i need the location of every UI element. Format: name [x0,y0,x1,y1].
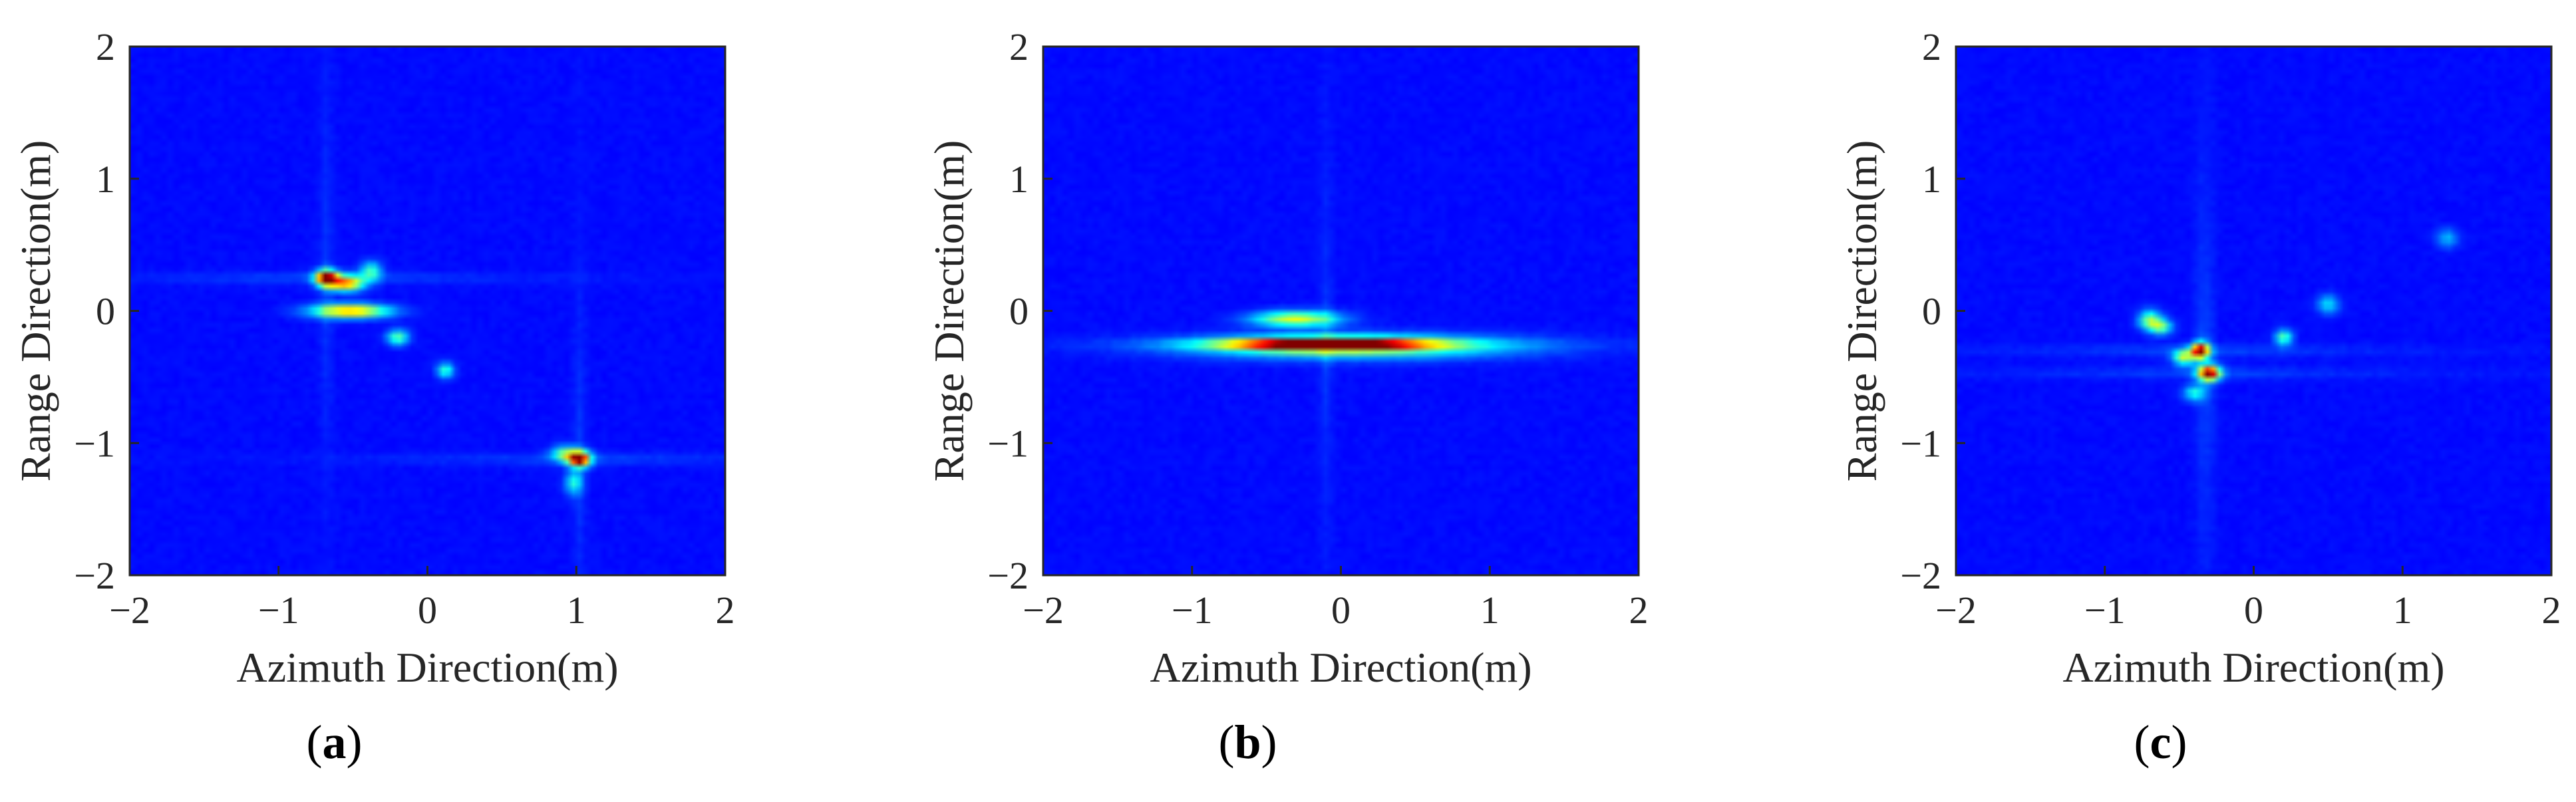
y-tick-label: −1 [1900,422,1941,465]
x-tick-label: 1 [567,589,586,632]
x-tick-label: −1 [1172,589,1213,632]
x-tick-label: 0 [418,589,437,632]
y-tick-label: −2 [74,554,115,597]
y-tick-label: 0 [1009,290,1029,333]
panel-label: (c) [2134,716,2187,769]
x-tick-label: −2 [1935,589,1977,632]
y-tick-label: 2 [1009,25,1029,68]
panel-c: −2 −1 0 1 2 −2 −1 0 1 2 Azimuth Direction(m) Range … [1838,25,2561,769]
y-tick-label: 1 [96,158,115,201]
heatmap-image [130,47,725,575]
y-tick-label: 2 [1922,25,1941,68]
x-tick-label: 1 [1480,589,1500,632]
heatmap-image [1043,47,1639,575]
x-tick-label: 2 [1629,589,1649,632]
x-axis-title: Azimuth Direction(m) [1150,644,1531,691]
y-axis-title: Range Direction(m) [12,140,59,482]
y-tick-label: 2 [96,25,115,68]
x-tick-label: −1 [258,589,299,632]
y-tick-label: −2 [1900,554,1941,597]
y-tick-label: 1 [1009,158,1029,201]
x-tick-label: 0 [2244,589,2263,632]
panel-label: (a) [307,716,363,769]
x-axis-title: Azimuth Direction(m) [236,644,618,691]
x-tick-label: −2 [109,589,150,632]
panel-label: (b) [1218,716,1277,769]
x-tick-label: 2 [2542,589,2561,632]
y-tick-label: 0 [96,290,115,333]
y-axis-title: Range Direction(m) [1838,140,1885,482]
heatmap-image [1956,47,2551,575]
x-tick-label: −2 [1023,589,1064,632]
x-tick-label: 0 [1331,589,1351,632]
y-tick-label: −2 [987,554,1029,597]
y-tick-label: 0 [1922,290,1941,333]
y-axis-title: Range Direction(m) [925,140,973,482]
panel-a: −2 −1 0 1 2 −2 −1 0 1 2 Azimuth Direction(m) Range … [12,25,735,769]
x-tick-label: 2 [716,589,735,632]
y-tick-label: 1 [1922,158,1941,201]
x-tick-label: −1 [2084,589,2126,632]
x-axis-title: Azimuth Direction(m) [2062,644,2444,691]
y-tick-label: −1 [74,422,115,465]
x-tick-label: 1 [2393,589,2412,632]
y-tick-label: −1 [987,422,1029,465]
panel-b: −2 −1 0 1 2 −2 −1 0 1 2 Azimuth Direction(m) Range … [925,25,1649,769]
